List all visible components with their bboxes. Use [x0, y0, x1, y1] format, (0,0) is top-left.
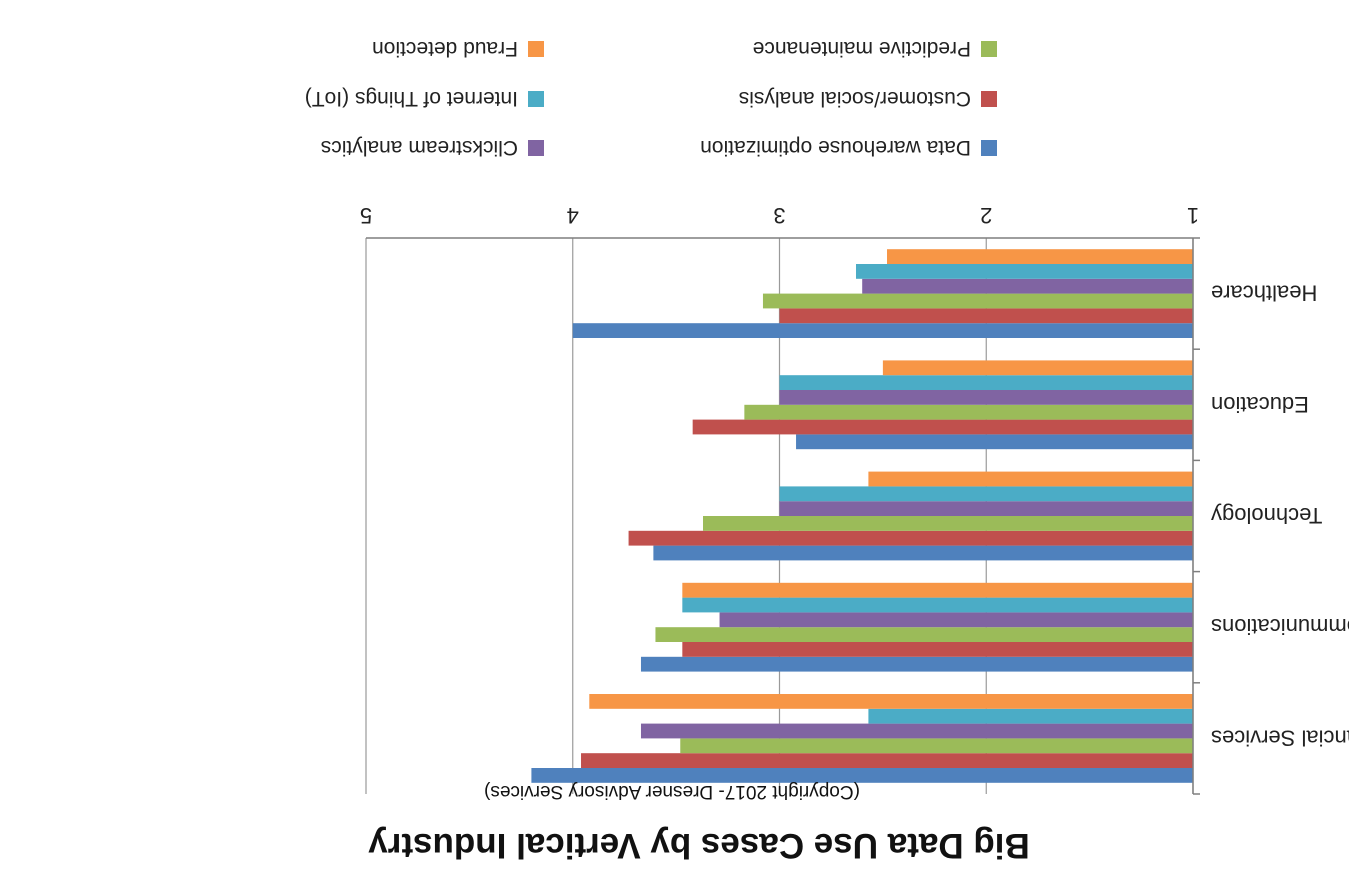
- bar: [640, 656, 1193, 672]
- category-label: Telecommunications: [1211, 614, 1349, 639]
- bar: [779, 486, 1193, 502]
- bar: [682, 582, 1193, 598]
- legend-label: Clickstream analytics: [321, 136, 518, 159]
- bar: [779, 501, 1193, 516]
- bar: [868, 471, 1193, 487]
- bars-layer: [531, 249, 1193, 783]
- tick-label: 3: [773, 203, 785, 228]
- bar: [682, 597, 1193, 613]
- tick-label: 1: [1187, 203, 1199, 228]
- bar: [680, 738, 1193, 754]
- legend-label: Predictive maintenance: [753, 37, 971, 60]
- category-label: Financial Services: [1211, 725, 1349, 750]
- bar: [744, 404, 1193, 420]
- legend-swatch: [528, 41, 544, 57]
- category-label: Technology: [1211, 503, 1322, 528]
- bar: [779, 390, 1193, 405]
- bar: [887, 249, 1193, 264]
- chart-title: Big Data Use Cases by Vertical Industry: [368, 826, 1030, 865]
- bar: [796, 434, 1193, 450]
- bar: [531, 768, 1193, 783]
- axis-layer: Financial Services Telecommunications Tech…: [360, 203, 1349, 795]
- tick-label: 2: [980, 203, 992, 228]
- legend-swatch: [981, 41, 997, 57]
- bar: [640, 723, 1193, 739]
- legend-label: Internet of Things (IoT): [305, 87, 518, 110]
- bar: [589, 694, 1193, 709]
- bar: [868, 708, 1193, 724]
- bar: [628, 530, 1193, 546]
- category-label: Education: [1211, 392, 1309, 417]
- legend-label: Customer/social analysis: [739, 87, 971, 110]
- bar: [862, 278, 1193, 294]
- category-label: Healthcare: [1211, 281, 1317, 306]
- bar: [855, 264, 1193, 279]
- bar: [682, 642, 1193, 657]
- legend-layer: Data warehouse optimization Customer/soci…: [305, 37, 997, 159]
- legend-swatch: [981, 91, 997, 107]
- tick-label: 4: [567, 203, 579, 228]
- legend-swatch: [528, 91, 544, 107]
- bar: [655, 627, 1193, 642]
- legend-swatch: [528, 140, 544, 156]
- bar: [703, 516, 1193, 531]
- bar: [719, 612, 1193, 628]
- bar: [581, 753, 1193, 768]
- legend-label: Data warehouse optimization: [700, 136, 971, 159]
- bar: [572, 323, 1193, 338]
- chart-subtitle: (Copyright 2017- Dresner Advisory Servic…: [484, 781, 860, 802]
- legend-swatch: [981, 140, 997, 156]
- bar: [779, 375, 1193, 390]
- bar: [762, 293, 1193, 309]
- legend-label: Fraud detection: [372, 37, 518, 60]
- bar: [779, 308, 1193, 324]
- bar: [692, 419, 1193, 435]
- bar: [882, 360, 1193, 376]
- tick-label: 5: [360, 203, 372, 228]
- bar: [653, 545, 1193, 561]
